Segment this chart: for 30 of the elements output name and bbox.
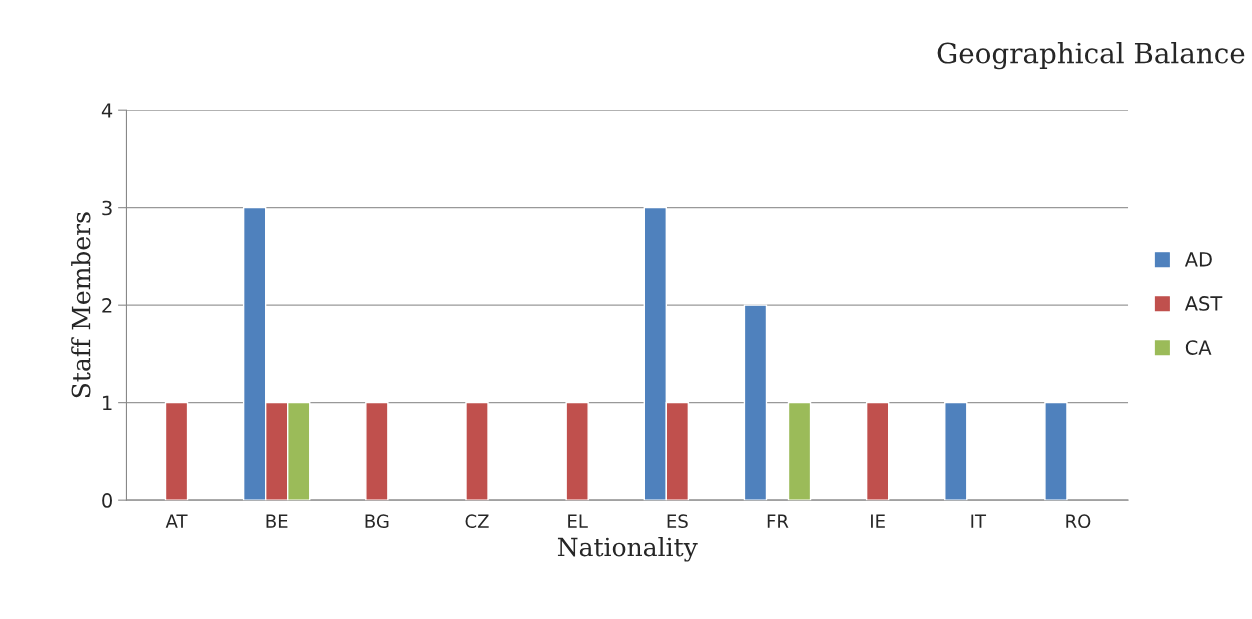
x-tick-label: IT <box>971 514 987 528</box>
x-tick-label: FR <box>767 514 789 528</box>
bar <box>565 401 589 501</box>
x-tick-label: BG <box>365 514 389 529</box>
x-tick-label: CZ <box>465 514 489 529</box>
x-tick-label: AT <box>165 514 188 528</box>
y-tick-label: 1 <box>103 395 112 411</box>
x-tick-label: EL <box>568 514 588 528</box>
legend-label: AD <box>1184 252 1212 267</box>
legend-label: CA <box>1185 340 1212 355</box>
y-tick-label: 3 <box>102 200 112 216</box>
x-tick-label: RO <box>1066 514 1091 529</box>
bar <box>1044 401 1068 501</box>
y-tick-label: 4 <box>101 103 113 118</box>
bar <box>743 304 768 501</box>
bar <box>465 401 489 501</box>
bar <box>365 401 389 501</box>
bar <box>865 401 890 501</box>
x-tick-label: IE <box>871 514 885 528</box>
y-tick-label: 2 <box>102 298 112 313</box>
x-axis-title: Nationality <box>557 537 698 562</box>
legend-label: AST <box>1184 296 1223 311</box>
chart-title: Geographical Balance <box>937 42 1245 70</box>
y-axis-title: Staff Members <box>71 212 91 398</box>
bar <box>787 401 812 501</box>
bar <box>944 401 968 501</box>
x-tick-label: BE <box>266 514 288 528</box>
y-tick-label: 0 <box>102 493 112 508</box>
bar <box>164 401 189 501</box>
x-tick-label: ES <box>667 514 688 529</box>
